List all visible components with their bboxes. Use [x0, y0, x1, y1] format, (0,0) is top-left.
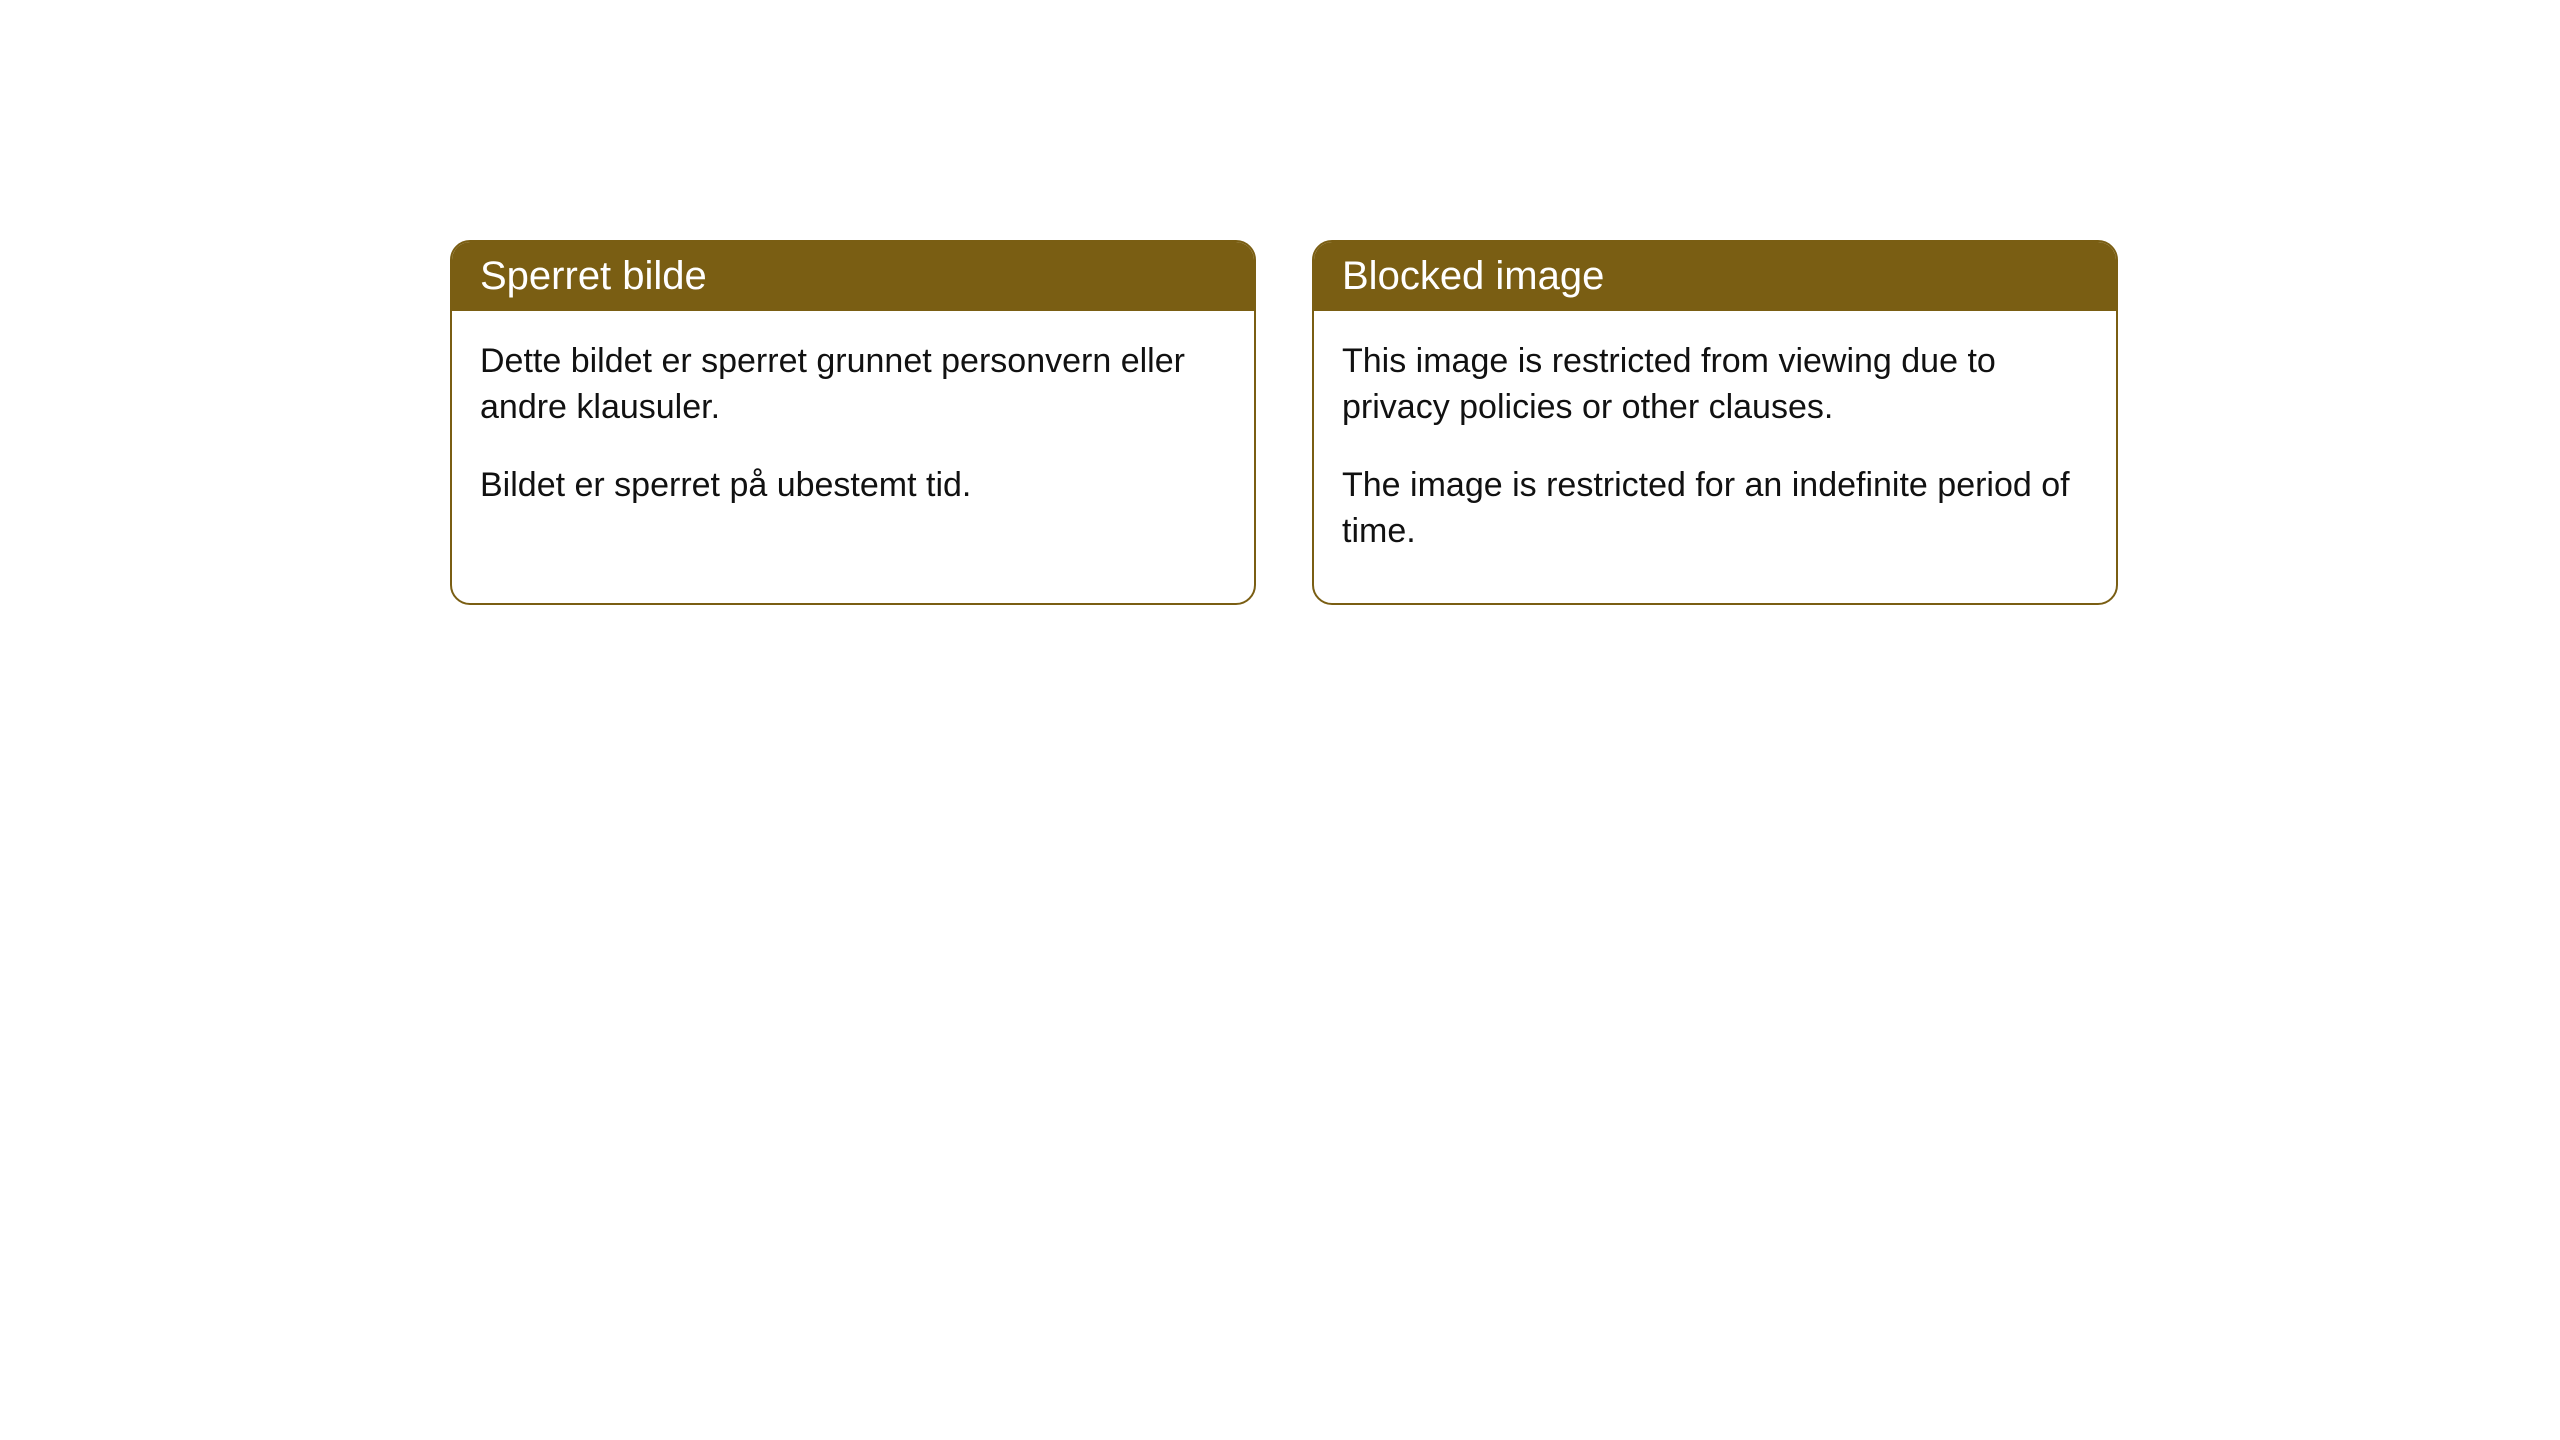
card-header: Blocked image	[1314, 242, 2116, 311]
card-header: Sperret bilde	[452, 242, 1254, 311]
card-body: This image is restricted from viewing du…	[1314, 311, 2116, 603]
card-paragraph: This image is restricted from viewing du…	[1342, 339, 2088, 431]
card-body: Dette bildet er sperret grunnet personve…	[452, 311, 1254, 557]
card-paragraph: Bildet er sperret på ubestemt tid.	[480, 463, 1226, 509]
card-paragraph: The image is restricted for an indefinit…	[1342, 463, 2088, 555]
card-title: Sperret bilde	[480, 254, 707, 298]
notice-card-english: Blocked image This image is restricted f…	[1312, 240, 2118, 605]
card-title: Blocked image	[1342, 254, 1604, 298]
card-paragraph: Dette bildet er sperret grunnet personve…	[480, 339, 1226, 431]
notice-card-norwegian: Sperret bilde Dette bildet er sperret gr…	[450, 240, 1256, 605]
notice-cards-container: Sperret bilde Dette bildet er sperret gr…	[450, 240, 2118, 605]
